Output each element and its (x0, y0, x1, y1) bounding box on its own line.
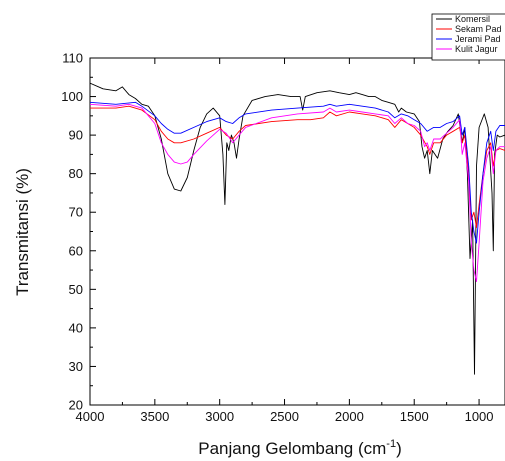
series-line (90, 105, 505, 229)
x-axis-title: Panjang Gelombang (cm-1) (198, 438, 402, 458)
y-tick-label: 90 (69, 128, 83, 143)
x-tick-label: 4000 (76, 409, 105, 424)
series-line (90, 101, 505, 244)
series-line (90, 103, 505, 283)
y-axis-title: Transmitansi (%) (13, 168, 32, 296)
series-line (90, 82, 505, 375)
x-tick-label: 3000 (205, 409, 234, 424)
x-tick-label: 1500 (400, 409, 429, 424)
plot-frame (89, 57, 505, 406)
y-tick-label: 50 (69, 282, 83, 297)
x-tick-label: 3500 (140, 409, 169, 424)
legend-label: Kulit Jagur (455, 44, 498, 54)
x-tick-label: 2000 (335, 409, 364, 424)
series-lines (90, 82, 505, 375)
axis-ticks: 4000 3500 3000 2500 2000 1500 1000 20 30 40 50 60 70… (61, 51, 493, 425)
plot-axes (89, 57, 505, 406)
x-tick-label: 2500 (270, 409, 299, 424)
y-tick-label: 30 (69, 359, 83, 374)
x-tick-label: 1000 (465, 409, 494, 424)
y-tick-label: 20 (69, 398, 83, 413)
y-tick-label: 70 (69, 205, 83, 220)
y-tick-label: 100 (61, 89, 83, 104)
y-tick-label: 80 (69, 166, 83, 181)
legend-label: Komersil (455, 14, 490, 24)
y-tick-label: 40 (69, 320, 83, 335)
legend-label: Jerami Pad (455, 34, 501, 44)
y-tick-label: 110 (62, 51, 83, 66)
y-tick-label: 60 (69, 243, 83, 258)
legend-box (431, 13, 505, 61)
legend-label: Sekam Pad (455, 24, 502, 34)
